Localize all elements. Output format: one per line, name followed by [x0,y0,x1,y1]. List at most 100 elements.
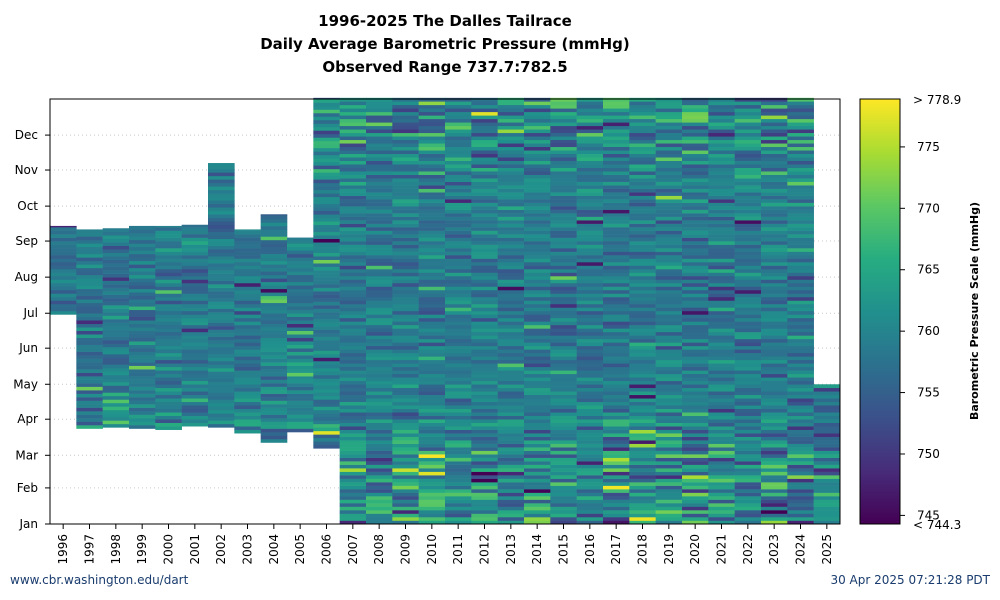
heatmap-cell [708,143,735,148]
heatmap-cell [339,440,367,444]
chart-title-block: 1996-2025 The Dalles Tailrace Daily Aver… [0,10,890,79]
heatmap-cell [787,132,814,137]
heatmap-cell [418,489,446,493]
heatmap-cell [497,122,525,127]
heatmap-cell [129,348,156,352]
heatmap-cell [497,482,525,486]
heatmap-cell [603,244,630,249]
heatmap-cell [603,485,630,490]
heatmap-cell [682,447,709,451]
heatmap-cell [181,419,209,423]
heatmap-cell [287,334,314,338]
heatmap-cell [576,174,604,179]
heatmap-cell [392,167,419,172]
heatmap-cell [471,373,498,378]
heatmap-cell [708,262,735,266]
heatmap-cell [313,357,340,362]
heatmap-cell [550,237,577,242]
heatmap-cell [366,331,393,336]
heatmap-cell [524,160,551,165]
heatmap-cell [497,230,525,235]
heatmap-cell [708,115,735,120]
heatmap-cell [392,160,419,165]
heatmap-cell [550,108,577,113]
heatmap-cell [576,380,604,385]
heatmap-cell [445,499,472,504]
heatmap-cell [708,275,735,280]
heatmap-cell [629,275,656,280]
heatmap-cell [761,314,788,319]
heatmap-cell [603,272,630,277]
heatmap-cell [603,335,630,340]
heatmap-cell [787,335,814,340]
heatmap-cell [655,412,683,417]
heatmap-cell [392,510,419,514]
heatmap-cell [708,450,735,455]
heatmap-cell [208,333,235,337]
heatmap-cell [761,510,788,514]
heatmap-cell [576,181,604,186]
heatmap-cell [497,345,525,350]
heatmap-cell [813,513,841,518]
heatmap-cell [655,373,683,378]
heatmap-cell [629,227,656,231]
heatmap-cell [129,393,156,398]
footer-source-link[interactable]: www.cbr.washington.edu/dart [10,573,189,587]
heatmap-cell [761,359,788,364]
heatmap-cell [603,230,630,235]
heatmap-cell [682,188,709,193]
heatmap-cell [524,317,551,322]
heatmap-cell [761,213,788,217]
heatmap-cell [392,237,419,242]
heatmap-cell [629,384,656,389]
heatmap-cell [524,258,551,263]
heatmap-cell [471,471,498,476]
heatmap-cell [392,440,419,444]
heatmap-cell [603,153,630,158]
heatmap-cell [708,282,735,287]
heatmap-cell [287,246,314,251]
heatmap-cell [524,366,551,371]
heatmap-cell [787,492,814,497]
heatmap-cell [787,136,814,141]
heatmap-cell [208,172,235,177]
heatmap-cell [603,167,630,172]
heatmap-cell [287,362,314,366]
heatmap-cell [629,447,656,451]
heatmap-cell [603,223,630,228]
heatmap-cell [524,510,551,514]
heatmap-cell [339,429,367,434]
heatmap-cell [76,355,103,359]
heatmap-cell [129,302,156,307]
heatmap-cell [102,360,130,365]
heatmap-cell [366,150,393,155]
heatmap-cell [339,510,367,514]
heatmap-cell [287,421,314,426]
heatmap-cell [129,383,156,387]
heatmap-cell [550,303,577,308]
heatmap-cell [129,351,156,356]
heatmap-cell [313,374,340,379]
heatmap-cell [339,220,367,224]
heatmap-cell [497,370,525,375]
heatmap-cell [208,287,235,292]
heatmap-cell [445,310,472,315]
heatmap-cell [418,492,446,497]
heatmap-cell [445,440,472,444]
heatmap-cell [761,209,788,214]
heatmap-cell [445,506,472,511]
heatmap-cell [181,401,209,406]
heatmap-cell [287,278,314,283]
heatmap-cell [339,150,367,155]
heatmap-cell [471,150,498,155]
heatmap-cell [550,468,577,472]
heatmap-cell [445,408,472,413]
heatmap-cell [576,503,604,507]
heatmap-cell [576,188,604,193]
heatmap-cell [629,293,656,298]
heatmap-cell [445,146,472,151]
heatmap-cell [234,286,261,291]
heatmap-cell [313,217,340,222]
heatmap-cell [734,436,762,441]
heatmap-cell [603,321,630,326]
